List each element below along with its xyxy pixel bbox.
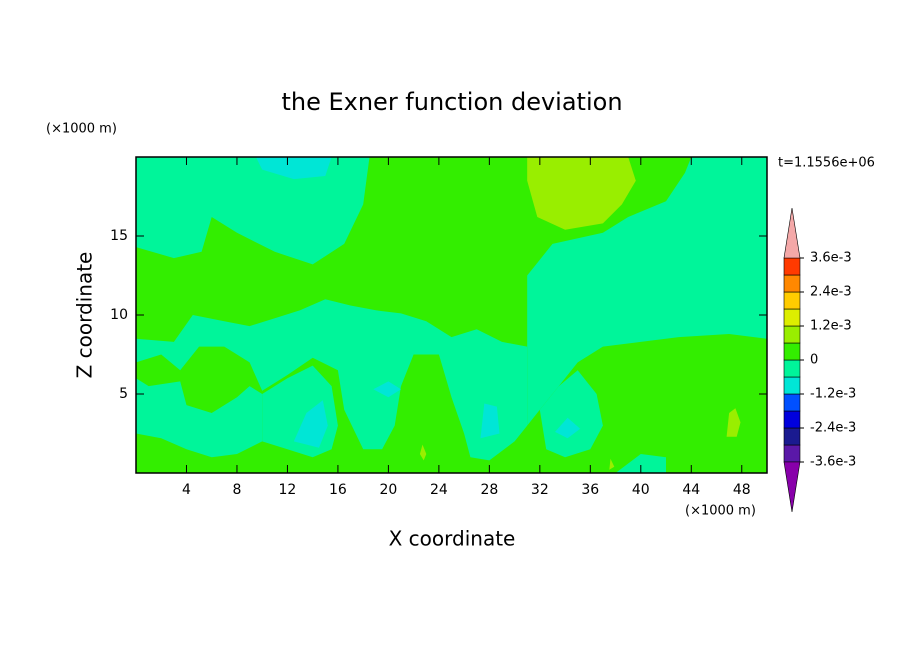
colorbar-box xyxy=(783,342,801,361)
y-tick-label: 15 xyxy=(110,228,128,244)
colorbar-tick-label: 2.4e-3 xyxy=(810,285,852,300)
colorbar-tick-label: -2.4e-3 xyxy=(810,421,856,436)
contour-region xyxy=(255,157,332,180)
y-tick-label: 10 xyxy=(110,307,128,323)
x-tick-label: 4 xyxy=(182,482,191,498)
colorbar-tick-label: 1.2e-3 xyxy=(810,319,852,334)
colorbar: -3.6e-3 -2.4e-3 -1.2e-3 0 1.2e-3 2.4e-3 3.6e-3 xyxy=(783,207,856,513)
contour-region xyxy=(373,381,401,398)
x-unit: (×1000 m) xyxy=(685,504,756,519)
x-tick-label: 24 xyxy=(430,482,448,498)
contour-region xyxy=(555,417,581,439)
colorbar-under xyxy=(783,461,801,513)
colorbar-box xyxy=(783,291,801,310)
contour-region xyxy=(136,299,528,461)
colorbar-box xyxy=(783,274,801,293)
x-tick-label: 48 xyxy=(733,482,751,498)
x-tick-label: 12 xyxy=(279,482,297,498)
time-label: t=1.1556e+06 xyxy=(778,156,875,171)
x-tick-label: 40 xyxy=(632,482,650,498)
colorbar-box xyxy=(783,444,801,463)
colorbar-box xyxy=(783,376,801,395)
colorbar-over xyxy=(783,207,801,259)
colorbar-box xyxy=(783,359,801,378)
contour-region xyxy=(539,370,603,458)
colorbar-tick-label: -3.6e-3 xyxy=(810,455,856,470)
colorbar-tick-label: 3.6e-3 xyxy=(810,251,852,266)
colorbar-box xyxy=(783,393,801,412)
contour-region xyxy=(136,157,370,265)
colorbar-box xyxy=(783,427,801,446)
x-axis-label: X coordinate xyxy=(389,527,516,551)
contour-region xyxy=(726,408,741,437)
y-tick-label: 5 xyxy=(119,386,128,402)
x-tick-label: 28 xyxy=(480,482,498,498)
x-tick-label: 8 xyxy=(232,482,241,498)
colorbar-box xyxy=(783,410,801,429)
contour-region xyxy=(419,444,427,461)
contour-region xyxy=(527,157,636,230)
x-tick-label: 16 xyxy=(329,482,347,498)
x-tick-label: 44 xyxy=(682,482,700,498)
y-unit: (×1000 m) xyxy=(46,122,117,137)
contour-region xyxy=(527,157,767,426)
contour-region xyxy=(136,378,263,458)
colorbar-box xyxy=(783,308,801,327)
x-tick-label: 36 xyxy=(581,482,599,498)
contour-region xyxy=(609,458,615,470)
contour-region xyxy=(615,454,666,473)
chart-title: the Exner function deviation xyxy=(281,88,622,116)
colorbar-tick-label: 0 xyxy=(810,353,818,368)
y-axis-label: Z coordinate xyxy=(73,252,97,379)
colorbar-tick-label: -1.2e-3 xyxy=(810,387,856,402)
contour-region xyxy=(480,403,500,439)
contour-field xyxy=(136,157,767,473)
colorbar-box xyxy=(783,257,801,276)
colorbar-box xyxy=(783,325,801,344)
contour-region xyxy=(293,400,328,448)
x-tick-label: 32 xyxy=(531,482,549,498)
x-tick-label: 20 xyxy=(379,482,397,498)
